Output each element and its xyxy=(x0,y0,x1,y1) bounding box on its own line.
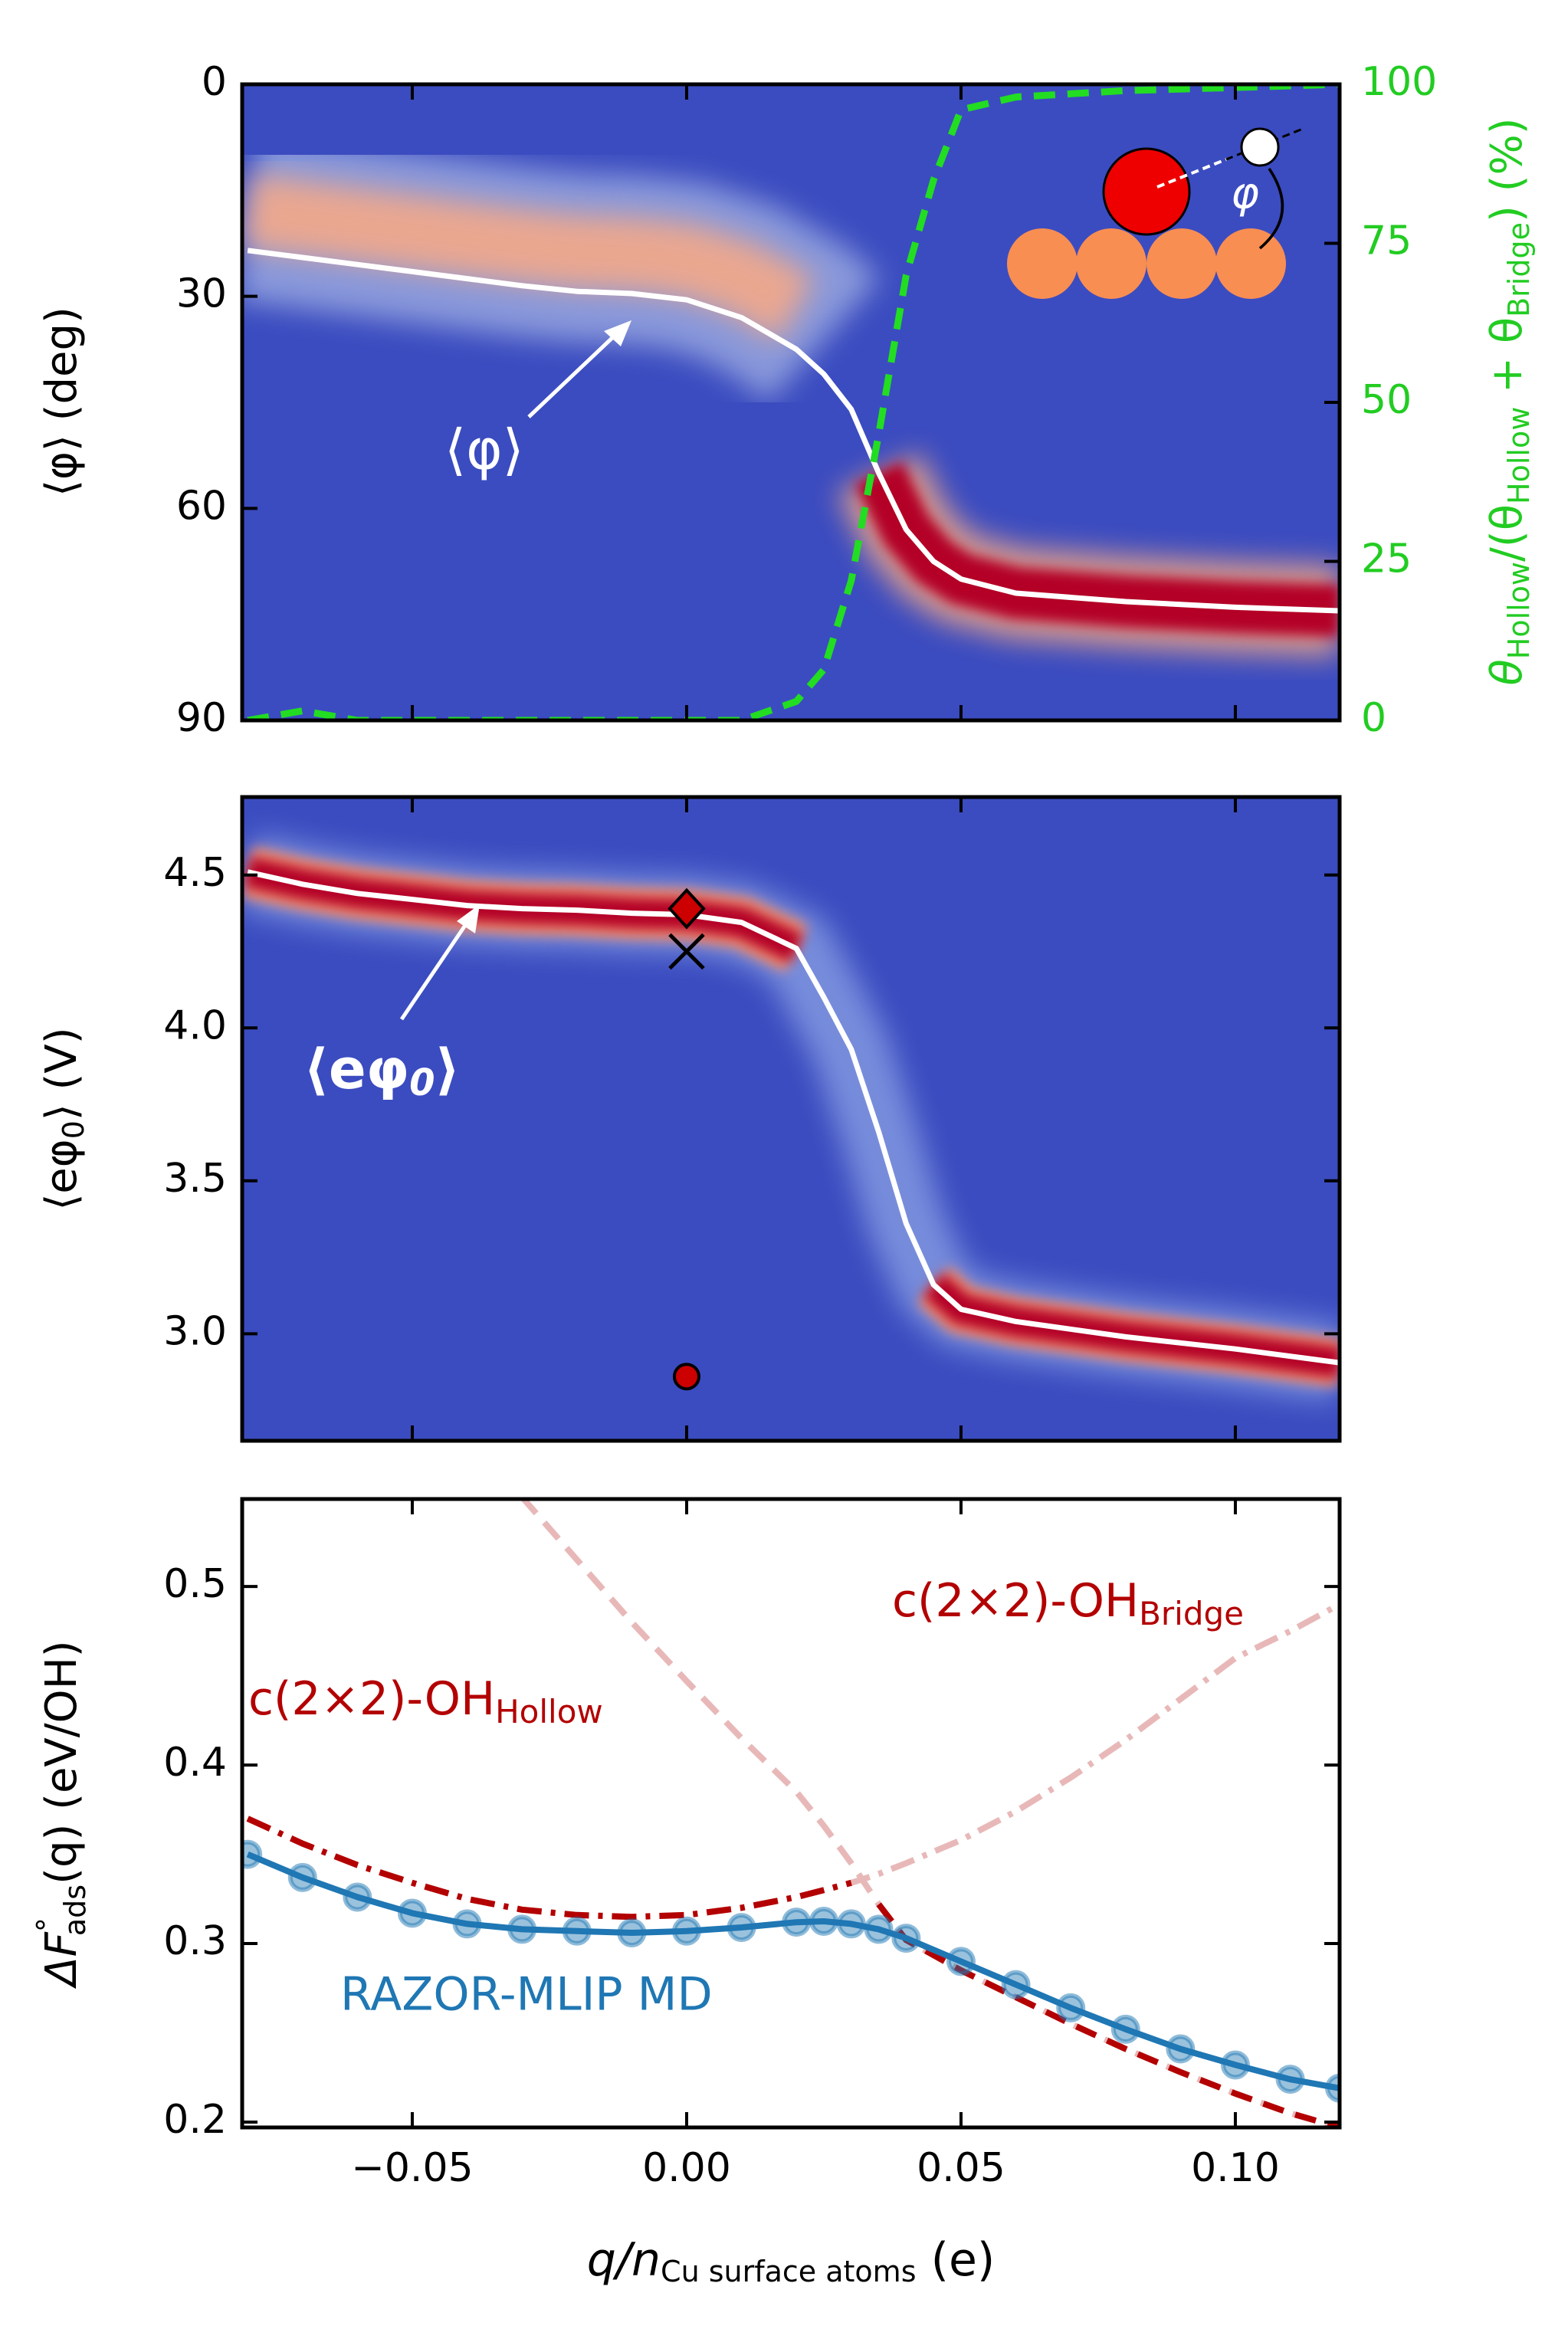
x-tick-label: 0.05 xyxy=(917,2145,1005,2191)
arrowhead xyxy=(604,320,631,346)
y-tick-label: 90 xyxy=(176,695,227,741)
line xyxy=(247,869,1340,1366)
line xyxy=(246,1601,1340,1921)
y2-tick-label: 50 xyxy=(1361,377,1412,423)
y-tick-label: 0.3 xyxy=(163,1918,227,1964)
y-tick-label: 0 xyxy=(202,59,227,105)
annotation: ⟨eφ0⟩ xyxy=(303,1037,460,1104)
inset: φ xyxy=(1007,127,1304,299)
y-axis-label: ⟨eφ0⟩ (V) xyxy=(37,1027,90,1210)
y-tick-label: 4.0 xyxy=(163,1002,227,1048)
marker xyxy=(672,1363,700,1391)
y2-axis-label: θHollow/(θHollow + θBridge) (%) xyxy=(1482,117,1535,685)
y-tick-label: 60 xyxy=(176,483,227,529)
arrow xyxy=(527,333,618,418)
axes-frame xyxy=(240,795,1342,1443)
y2-tick-label: 75 xyxy=(1361,218,1412,264)
arrowhead xyxy=(457,904,480,933)
y-tick-label: 0.4 xyxy=(163,1740,227,1786)
y-tick-label: 3.5 xyxy=(163,1156,227,1202)
y-tick-label: 0.5 xyxy=(163,1561,227,1607)
x-axis-label: q/nCu surface atoms (e) xyxy=(587,2233,996,2288)
arrow xyxy=(399,918,471,1021)
marker xyxy=(668,933,705,970)
x-tick-label: −0.05 xyxy=(351,2145,473,2191)
y2-tick-label: 25 xyxy=(1361,536,1412,582)
marker xyxy=(242,1839,263,1869)
line xyxy=(247,84,1340,720)
y2-tick-label: 0 xyxy=(1361,695,1386,741)
y-tick-label: 0.2 xyxy=(163,2097,227,2143)
marker xyxy=(668,887,706,930)
axes-frame xyxy=(240,1497,1342,2130)
series-label: RAZOR-MLIP MD xyxy=(340,1968,713,2022)
y2-tick-label: 100 xyxy=(1361,59,1437,105)
annotation: ⟨φ⟩ xyxy=(444,418,524,482)
line xyxy=(247,248,1340,614)
inset-label: φ xyxy=(1231,169,1259,218)
y-tick-label: 4.5 xyxy=(163,850,227,896)
line xyxy=(246,1816,852,1921)
series-label: c(2×2)-OHBridge xyxy=(892,1574,1244,1632)
line xyxy=(876,1902,1340,2127)
series-label: c(2×2)-OHHollow xyxy=(248,1672,603,1730)
y-tick-label: 30 xyxy=(176,271,227,317)
y-axis-label: ΔF°ads(q) (eV/OH) xyxy=(31,1640,92,1989)
y-axis-label: ⟨φ⟩ (deg) xyxy=(37,307,87,497)
x-tick-label: 0.10 xyxy=(1191,2145,1280,2191)
line xyxy=(246,1851,1340,2091)
heatmap-band xyxy=(243,174,815,342)
x-tick-label: 0.00 xyxy=(642,2145,731,2191)
y-tick-label: 3.0 xyxy=(163,1308,227,1354)
